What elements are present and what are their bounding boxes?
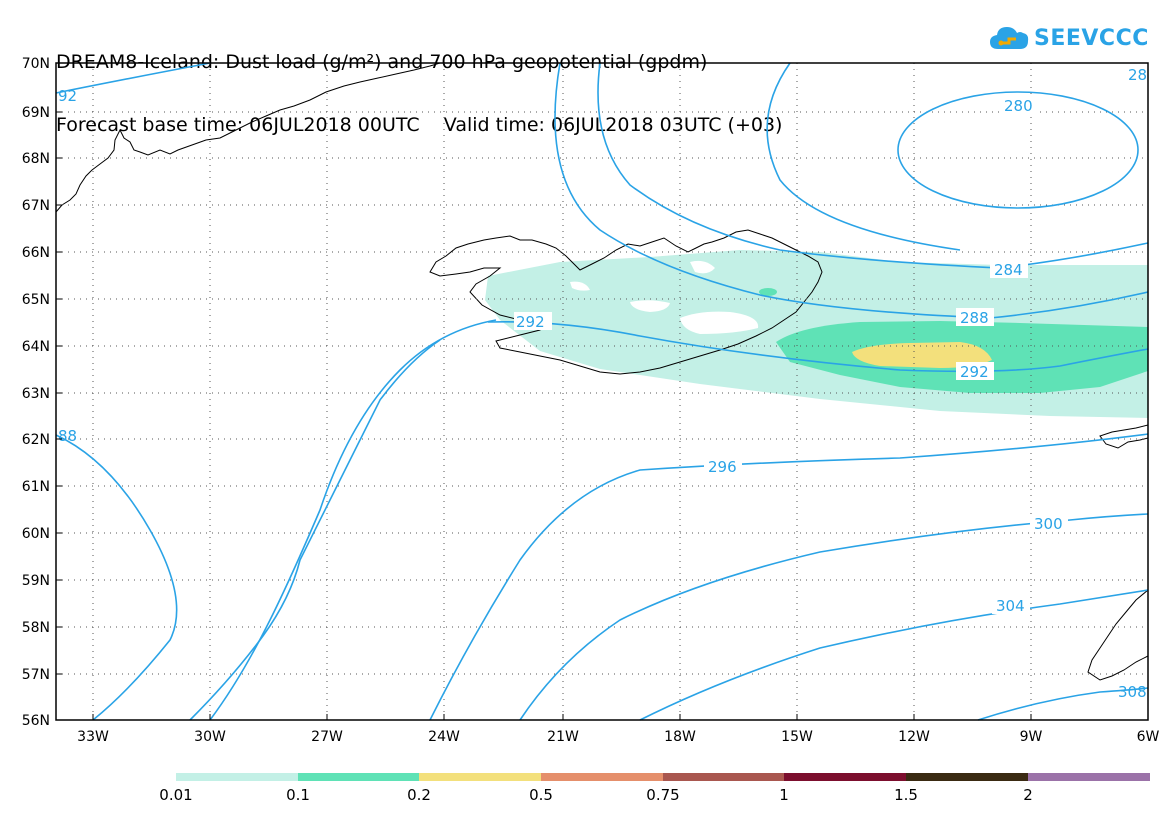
contour-300 — [519, 513, 1149, 721]
lon-label: 6W — [1137, 729, 1160, 745]
colorbar: 0.01 0.1 0.2 0.5 0.75 1 1.5 2 — [159, 773, 1150, 804]
lat-label: 60N — [22, 526, 50, 542]
lat-label: 67N — [22, 198, 50, 214]
contour-label-284: 284 — [994, 261, 1023, 279]
colorbar-swatch — [663, 773, 784, 781]
contour-280 — [897, 91, 1139, 209]
colorbar-label: 0.5 — [529, 786, 553, 804]
contour-292 — [487, 320, 1149, 373]
hebrides-coast — [1087, 589, 1149, 681]
lat-label: 69N — [22, 105, 50, 121]
dust-region-0.2 — [852, 342, 992, 368]
dust-small-patch — [759, 288, 777, 296]
greenland-coast — [55, 62, 441, 213]
colorbar-swatch — [541, 773, 663, 781]
lon-label: 15W — [781, 729, 813, 745]
lat-label: 62N — [22, 432, 50, 448]
logo-text: SEEVCCC — [1034, 25, 1149, 51]
lon-label: 27W — [311, 729, 343, 745]
colorbar-label: 0.2 — [407, 786, 431, 804]
colorbar-label: 2 — [1023, 786, 1033, 804]
lon-label: 12W — [898, 729, 930, 745]
colorbar-label: 0.01 — [159, 786, 192, 804]
lon-label: 24W — [428, 729, 460, 745]
lat-label: 68N — [22, 151, 50, 167]
colorbar-label: 1.5 — [894, 786, 918, 804]
contour-label-300: 300 — [1034, 515, 1063, 533]
lon-label: 33W — [77, 729, 109, 745]
contour-296 — [429, 433, 1149, 721]
contour-292-arc — [209, 319, 497, 721]
lat-label: 61N — [22, 479, 50, 495]
contour-label-280: 280 — [1004, 97, 1033, 115]
title-line-2: Forecast base time: 06JUL2018 00UTC Vali… — [56, 114, 783, 136]
contour-labels: 280 284 288 292 296 300 304 92 88 28 292… — [58, 66, 1147, 701]
lon-label: 9W — [1020, 729, 1043, 745]
dust-white-patch-2 — [630, 300, 670, 312]
contour-label-292: 292 — [960, 363, 989, 381]
lat-label: 65N — [22, 292, 50, 308]
contour-label-308: 308 — [1118, 683, 1147, 701]
lon-label: 18W — [664, 729, 696, 745]
latitude-labels: 70N 69N 68N 67N 66N 65N 64N 63N 62N 61N … — [22, 56, 50, 729]
colorbar-swatch — [906, 773, 1028, 781]
dust-white-patch-3 — [690, 260, 715, 274]
title-line-1: DREAM8-Iceland: Dust load (g/m²) and 700… — [56, 51, 708, 73]
longitude-labels: 33W 30W 27W 24W 21W 18W 15W 12W 9W 6W — [77, 729, 1159, 745]
colorbar-swatch — [1028, 773, 1150, 781]
dust-white-patch-1 — [680, 311, 759, 334]
tick-marks — [56, 62, 1149, 721]
contour-284-outer — [766, 62, 961, 251]
lat-label: 58N — [22, 620, 50, 636]
contour-284-inner — [597, 62, 1149, 269]
contour-288-west — [55, 434, 178, 721]
seevccc-logo: SEEVCCC — [988, 20, 1149, 56]
contour-308 — [977, 687, 1149, 721]
colorbar-label: 0.75 — [646, 786, 679, 804]
colorbar-swatch — [419, 773, 541, 781]
colorbar-label: 1 — [779, 786, 789, 804]
lat-label: 64N — [22, 339, 50, 355]
lon-label: 21W — [547, 729, 579, 745]
contour-label-288: 288 — [960, 309, 989, 327]
lat-label: 57N — [22, 667, 50, 683]
cloud-icon — [990, 27, 1029, 49]
contour-label-28: 28 — [1128, 66, 1147, 84]
contour-288 — [554, 62, 1149, 319]
colorbar-label: 0.1 — [286, 786, 310, 804]
contour-292-west — [55, 62, 211, 94]
geopotential-contours — [55, 62, 1149, 721]
lat-label: 56N — [22, 713, 50, 729]
contour-label-88: 88 — [58, 427, 77, 445]
contour-label-296: 296 — [708, 458, 737, 476]
contour-label-292-west: 292 — [516, 313, 545, 331]
lat-label: 59N — [22, 573, 50, 589]
colorbar-swatch — [298, 773, 419, 781]
colorbar-swatch — [784, 773, 906, 781]
map-title: DREAM8-Iceland: Dust load (g/m²) and 700… — [56, 10, 782, 157]
colorbar-swatch — [176, 773, 298, 781]
contour-ring — [189, 339, 441, 721]
lat-label: 70N — [22, 56, 50, 72]
contour-label-92: 92 — [58, 87, 77, 105]
dust-white-patch-4 — [570, 281, 590, 291]
map-frame — [55, 62, 1149, 721]
lat-label: 63N — [22, 386, 50, 402]
lat-label: 66N — [22, 245, 50, 261]
lon-label: 30W — [194, 729, 226, 745]
contour-304 — [639, 589, 1149, 721]
contour-label-304: 304 — [996, 597, 1025, 615]
